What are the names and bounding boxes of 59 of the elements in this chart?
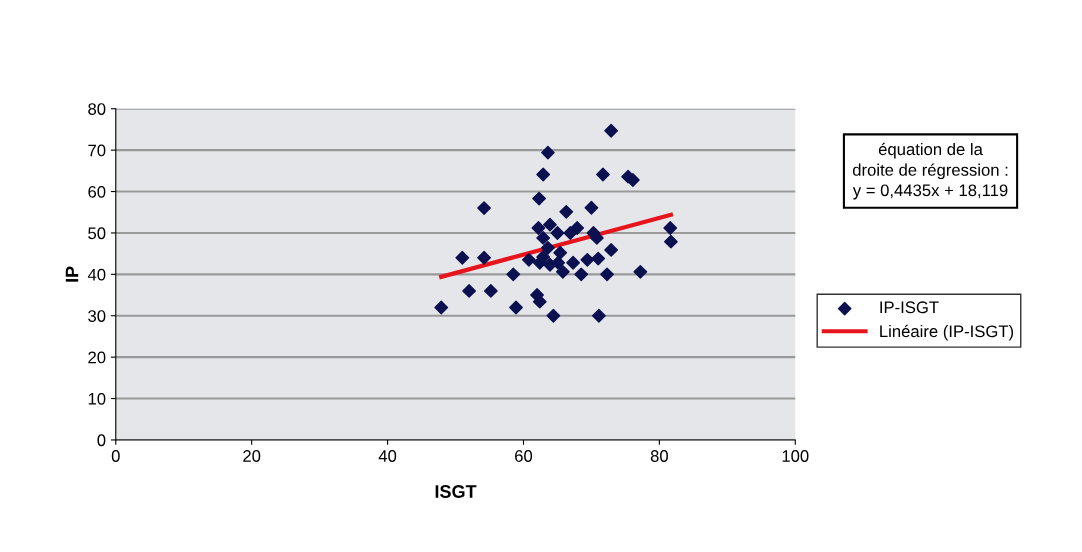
point xyxy=(570,221,585,235)
legend-label: Linéaire (IP-ISGT) xyxy=(880,324,1014,341)
point xyxy=(563,226,578,240)
point xyxy=(543,217,557,232)
point xyxy=(604,123,619,138)
point xyxy=(633,264,648,279)
x-tick-label: 20 xyxy=(243,450,261,462)
point xyxy=(536,250,551,264)
y-tick-label: 40 xyxy=(87,268,106,281)
y-tick-label: 20 xyxy=(88,351,106,364)
point xyxy=(546,308,561,323)
point xyxy=(566,255,580,270)
point xyxy=(541,240,555,255)
point xyxy=(584,200,599,215)
point xyxy=(477,201,491,216)
y-axis-title: IP xyxy=(65,266,79,282)
point xyxy=(462,283,477,298)
point xyxy=(483,283,498,298)
text: équation de la droite de régression : y = 0,4435x + 18,119 xyxy=(852,142,1008,200)
point xyxy=(591,308,606,323)
x-tick-label: 100 xyxy=(782,450,809,462)
point xyxy=(541,145,555,160)
point xyxy=(536,167,551,182)
y-tick-label: 10 xyxy=(88,392,106,405)
point xyxy=(663,221,678,235)
legend-label: IP-ISGT xyxy=(880,301,939,314)
x-tick-label: 0 xyxy=(111,450,120,462)
y-tick-label: 80 xyxy=(88,103,106,115)
point xyxy=(574,267,589,282)
point xyxy=(434,300,449,315)
point xyxy=(591,251,606,266)
y-tick-label: 30 xyxy=(88,310,106,322)
point xyxy=(596,167,610,182)
point xyxy=(555,264,570,279)
point xyxy=(477,250,491,265)
point xyxy=(550,226,565,240)
y-tick-label: 70 xyxy=(88,144,106,157)
point xyxy=(506,267,521,282)
y-tick-label: 0 xyxy=(97,434,106,447)
point xyxy=(455,250,470,265)
point xyxy=(600,267,614,282)
point xyxy=(536,231,551,245)
y-tick-label: 60 xyxy=(88,185,106,198)
point xyxy=(531,221,546,235)
x-axis-title: ISGT xyxy=(435,485,477,498)
point xyxy=(522,252,536,267)
x-tick-label: 60 xyxy=(515,450,533,462)
point xyxy=(553,245,568,260)
point xyxy=(580,252,595,267)
point xyxy=(532,191,547,206)
x-tick-label: 40 xyxy=(378,450,397,462)
point xyxy=(604,243,619,257)
point xyxy=(559,204,574,219)
x-tick-label: 80 xyxy=(650,450,668,462)
point xyxy=(664,234,678,249)
y-tick-label: 50 xyxy=(88,227,106,240)
point xyxy=(551,255,566,270)
point xyxy=(589,231,604,245)
point xyxy=(509,300,523,315)
